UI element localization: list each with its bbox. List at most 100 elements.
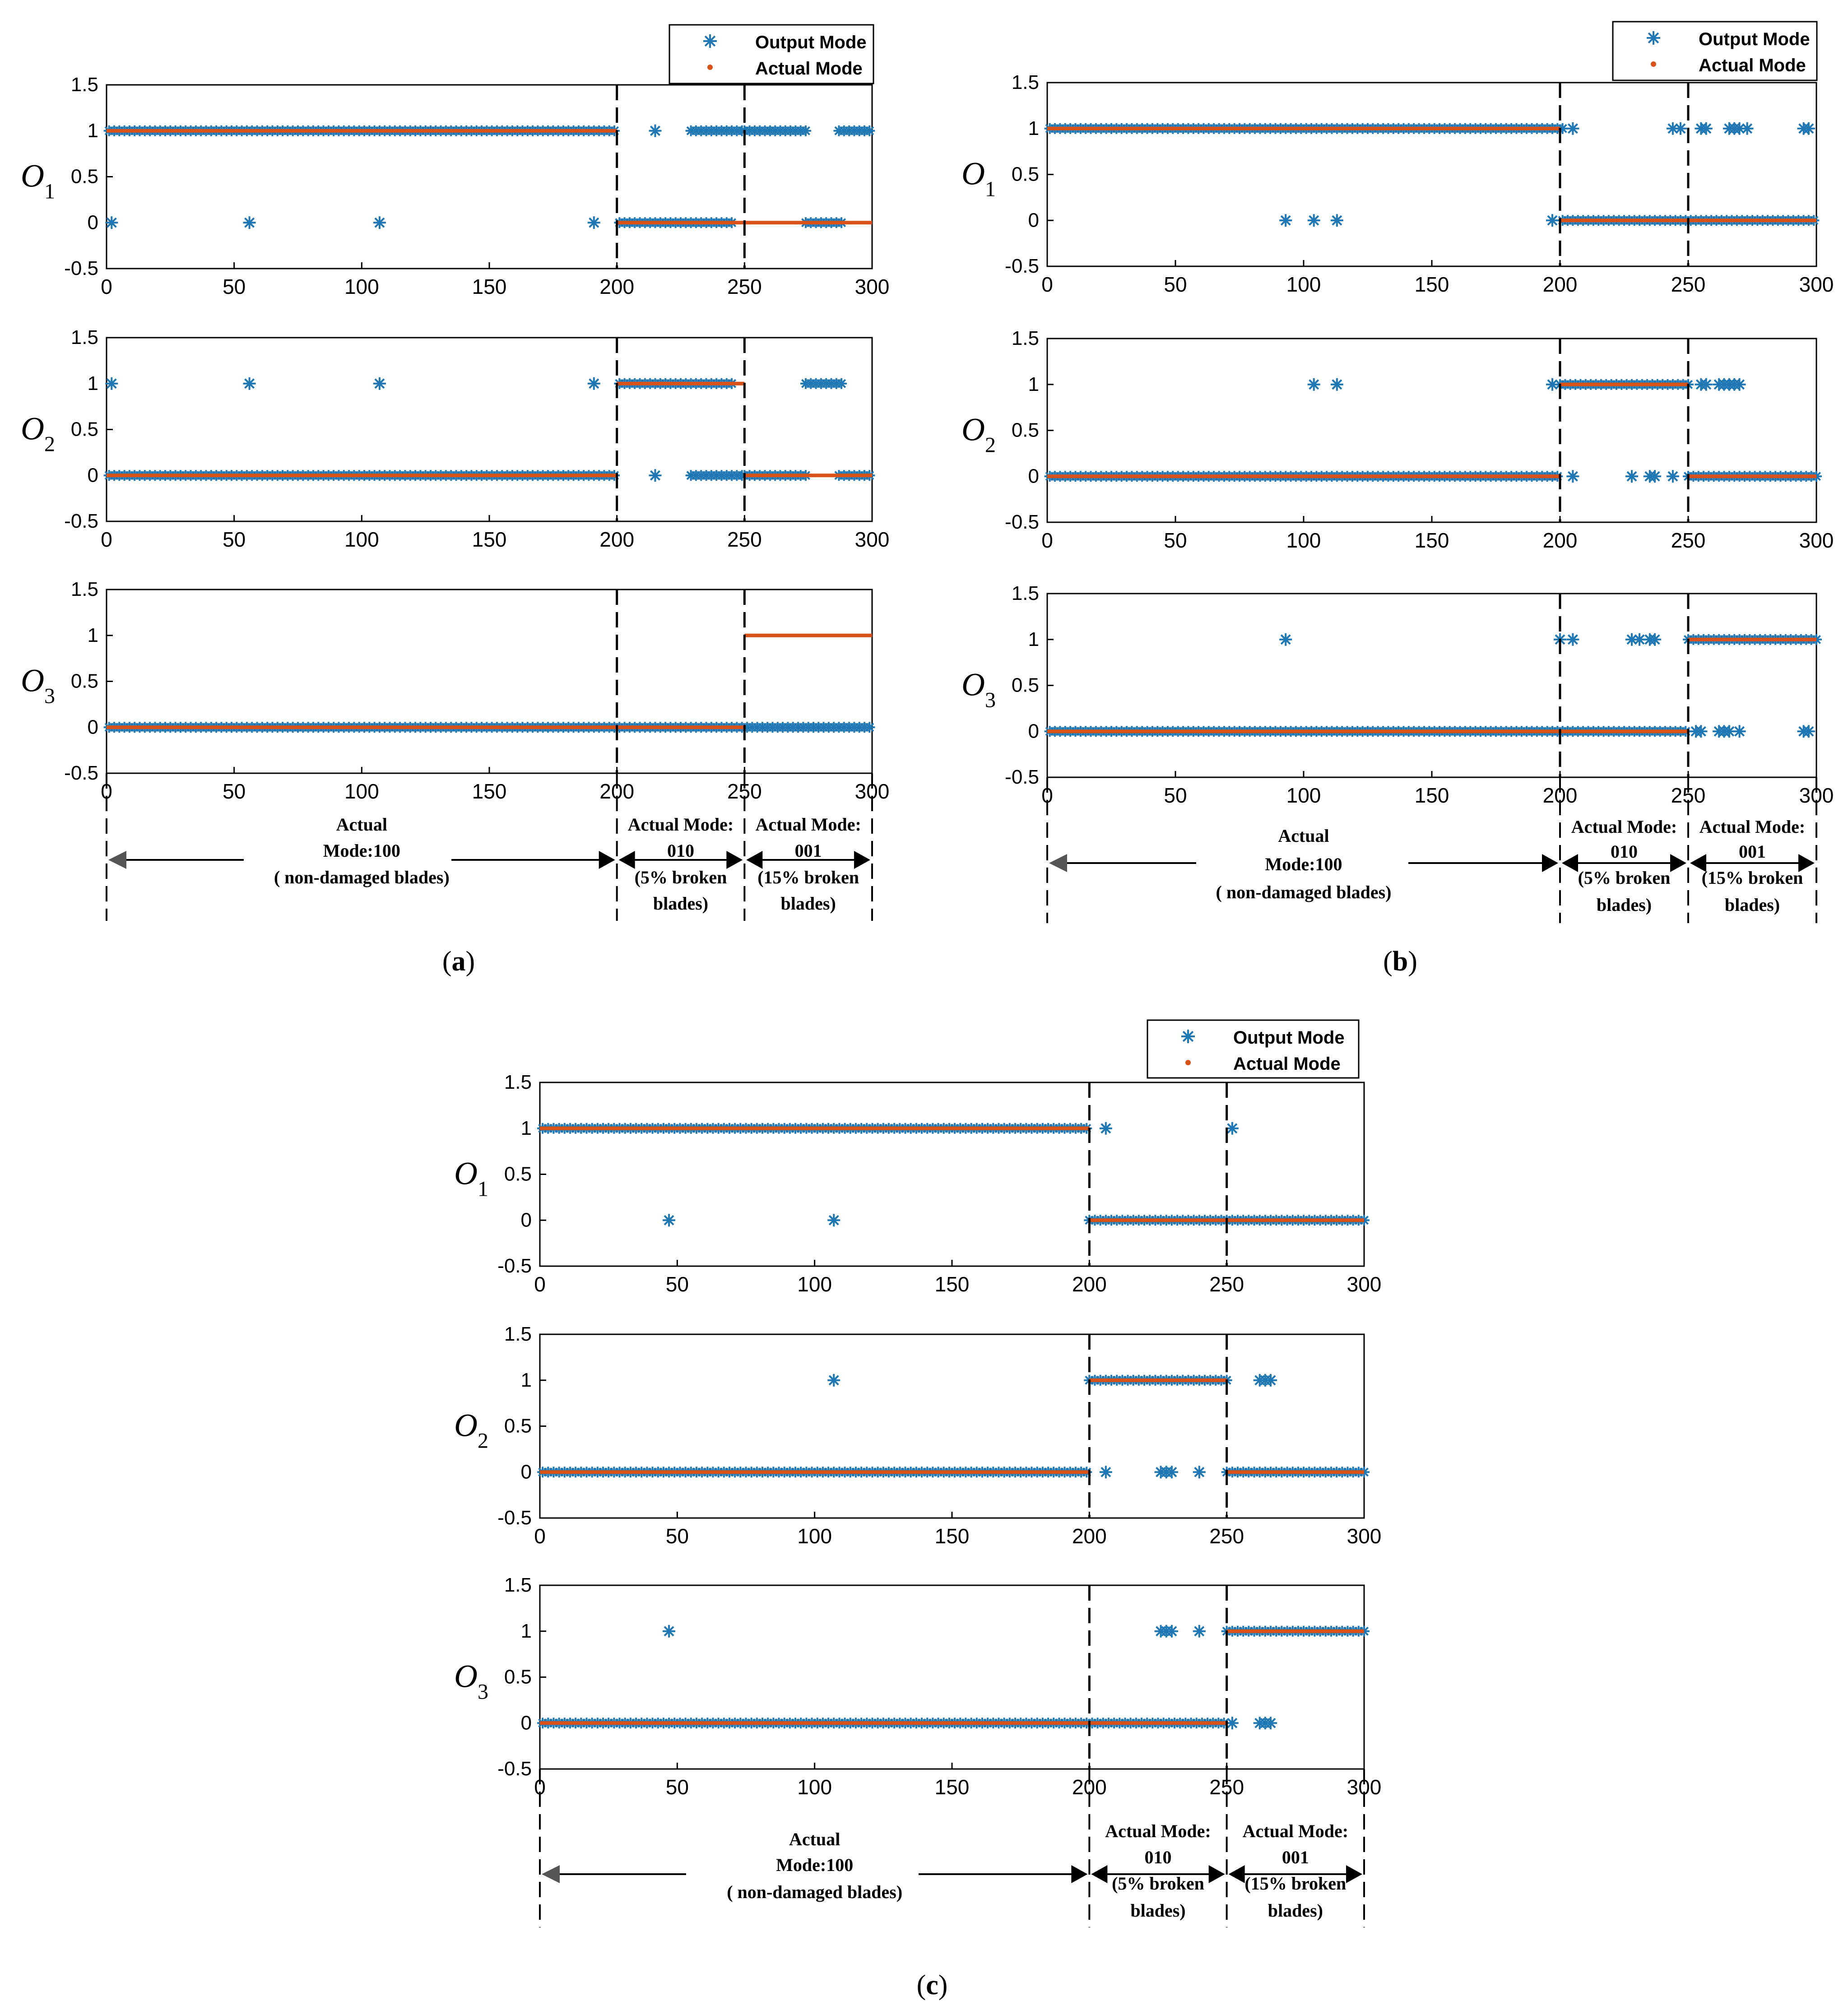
x-tick-label: 250 — [727, 275, 762, 298]
output-point-d2 — [1803, 726, 1814, 737]
y-tick-label: 1 — [88, 120, 98, 142]
output-point-d2 — [1332, 379, 1342, 390]
x-tick-label: 150 — [935, 1272, 970, 1296]
x-tick-label: 100 — [797, 1272, 832, 1296]
x-tick-label: 200 — [599, 528, 634, 551]
axes-box — [106, 589, 873, 774]
x-tick-label: 300 — [855, 275, 890, 298]
y-tick-label: 1 — [88, 372, 98, 395]
x-tick-label: 0 — [534, 1524, 546, 1548]
caption-letter: a — [452, 946, 466, 977]
y-axis-subscript: 1 — [478, 1177, 488, 1201]
y-axis-subscript: 1 — [985, 177, 996, 201]
y-axis-subscript: 3 — [44, 684, 55, 708]
output-point-d2 — [1634, 634, 1645, 645]
y-axis-label: O2 — [961, 412, 996, 457]
y-axis-subscript: 3 — [985, 688, 996, 712]
output-point-d2 — [1626, 471, 1637, 482]
output-point-d2 — [1803, 123, 1814, 134]
output-point-d2 — [1675, 123, 1686, 134]
y-axis-label: O2 — [454, 1407, 488, 1453]
output-point-d2 — [650, 470, 660, 481]
y-axis-subscript: 2 — [985, 433, 996, 457]
axes-box — [106, 337, 873, 522]
caption-paren-close: ) — [1408, 946, 1417, 977]
segment-010-line2: 010 — [1611, 841, 1638, 862]
segment-010-line1: Actual Mode: — [1571, 817, 1677, 837]
x-tick-label: 150 — [472, 528, 507, 551]
y-axis-label: O1 — [21, 158, 55, 204]
segment-001-line3: (15% broken — [757, 867, 859, 887]
segment-010-line3: (5% broken — [1578, 868, 1671, 888]
x-tick-label: 0 — [534, 1272, 546, 1296]
caption-paren-open: ( — [442, 946, 452, 977]
output-point-d2 — [1280, 634, 1291, 645]
x-tick-label: 300 — [1347, 1524, 1382, 1548]
caption-paren-open: ( — [1383, 946, 1393, 977]
output-point-d2 — [1309, 215, 1319, 226]
panel-b: 1.510.50-0.50 50 100 150 200 250 300O11.510.50… — [961, 21, 1834, 977]
x-tick-label: 200 — [1543, 529, 1578, 552]
y-tick-label: -0.5 — [64, 257, 98, 279]
output-point-d2 — [865, 723, 874, 732]
y-tick-label: 0 — [521, 1461, 532, 1483]
segment-010-arrow-right — [726, 851, 743, 869]
y-axis-label: O2 — [21, 411, 55, 456]
x-tick-label: 200 — [1072, 1272, 1107, 1296]
axes-box — [1046, 593, 1817, 778]
legend-box — [669, 24, 874, 84]
segment-001-arrow-left — [746, 851, 763, 869]
output-point-d2 — [1701, 123, 1712, 134]
output-point-d2 — [1567, 471, 1578, 482]
panel-caption: (a) — [442, 946, 475, 977]
segment-010-line3: (5% broken — [635, 867, 727, 887]
y-tick-label: -0.5 — [64, 762, 98, 784]
output-point-d2 — [1280, 215, 1291, 226]
output-point-d2 — [1734, 379, 1745, 390]
output-point-d2 — [1567, 634, 1578, 645]
output-point-d2 — [650, 125, 660, 136]
segment-001-line2: 001 — [795, 840, 822, 861]
panel-caption: (b) — [1383, 946, 1417, 977]
y-tick-label: 0.5 — [71, 670, 98, 692]
y-tick-label: 1.5 — [504, 1323, 532, 1345]
segment-010-arrow-left — [1562, 854, 1578, 872]
output-point-d2 — [1667, 471, 1678, 482]
y-tick-label: 0 — [88, 211, 98, 233]
axes-box — [1046, 82, 1817, 267]
segment-001-line4: blades) — [781, 893, 836, 914]
segment-001-line1: Actual Mode: — [755, 814, 861, 835]
y-tick-label: 1 — [521, 1369, 532, 1391]
legend-box — [1612, 21, 1818, 81]
x-tick-label: 250 — [1209, 1272, 1244, 1296]
x-tick-label: 250 — [727, 528, 762, 551]
legend-output-marker-d2 — [1648, 32, 1659, 44]
segment-001-line3: (15% broken — [1702, 868, 1803, 888]
x-tick-label: 50 — [666, 1524, 689, 1548]
x-tick-label: 0 — [1041, 273, 1053, 296]
output-point-d2 — [1724, 726, 1735, 737]
y-axis-subscript: 2 — [478, 1429, 488, 1453]
y-tick-label: -0.5 — [497, 1255, 532, 1277]
output-point-d2 — [664, 1215, 674, 1226]
segment-001-line4: blades) — [1725, 895, 1780, 915]
caption-letter: b — [1393, 946, 1408, 977]
segment-normal-line2: Mode:100 — [1265, 854, 1342, 874]
output-point-d2 — [244, 217, 255, 228]
x-tick-label: 200 — [599, 275, 634, 298]
legend-output-label: Output Mode — [755, 32, 867, 52]
x-tick-label: 100 — [1286, 273, 1321, 296]
output-point-d2 — [801, 126, 811, 135]
segment-001-arrow-right — [1798, 854, 1815, 872]
segment-010-line2: 010 — [667, 840, 694, 861]
y-tick-label: 0 — [1028, 465, 1039, 487]
legend-actual-marker — [707, 65, 713, 70]
output-point-d2 — [1701, 379, 1712, 390]
axes-box — [1046, 338, 1817, 523]
segment-001-line2: 001 — [1739, 841, 1766, 862]
